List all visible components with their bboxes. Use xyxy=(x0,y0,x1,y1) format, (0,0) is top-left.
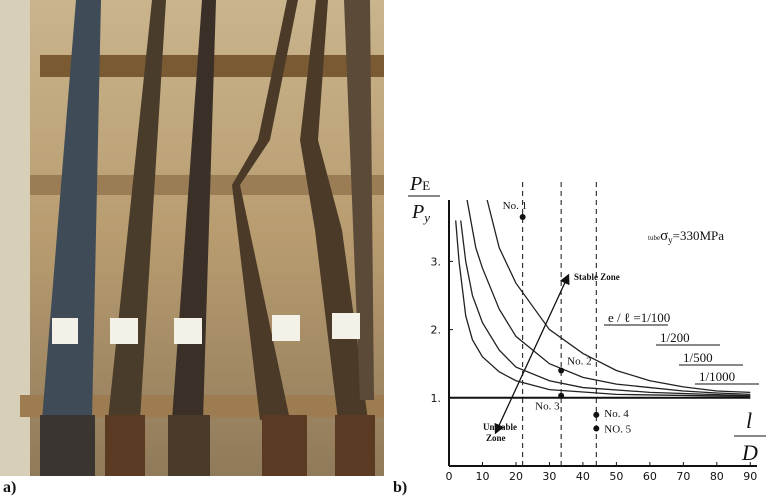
photo xyxy=(0,0,384,476)
point-label: No. 1 xyxy=(503,200,527,212)
base-plate xyxy=(105,415,145,476)
curve xyxy=(486,199,751,393)
panel-label: b) xyxy=(393,479,407,496)
material-label: tubeσy=330MPa xyxy=(648,228,724,245)
y-label-symbol: P xyxy=(411,201,424,223)
curve-label: 1/1000 xyxy=(699,369,735,384)
x-tick-label: 40 xyxy=(576,470,590,483)
zone-arrow xyxy=(494,273,570,435)
point-label: No. 4 xyxy=(604,408,629,420)
material-prefix: tube xyxy=(648,234,660,242)
test-point xyxy=(593,411,600,418)
column xyxy=(232,0,298,420)
x-tick-label: 90 xyxy=(743,470,757,483)
base-plate xyxy=(262,415,307,476)
column xyxy=(172,0,216,420)
material-rest: =330MPa xyxy=(673,228,725,243)
stable-zone: Stable Zone xyxy=(574,272,620,282)
base-plate xyxy=(335,415,375,476)
curve-label: e / ℓ =1/100 xyxy=(608,310,670,325)
y-label-denominator: Py xyxy=(411,201,430,225)
label-card xyxy=(272,315,300,341)
y-label-numerator: PE xyxy=(409,173,430,195)
material-sub: y xyxy=(668,235,673,245)
point-label: No. 3 xyxy=(535,401,560,413)
x-tick-label: 60 xyxy=(643,470,657,483)
test-point xyxy=(519,214,526,221)
x-tick-label: 10 xyxy=(475,470,489,483)
x-label-numerator: l xyxy=(746,408,752,433)
label-card xyxy=(174,318,202,344)
curve-label: 1/500 xyxy=(683,350,713,365)
y-tick-label: 3. xyxy=(431,255,442,268)
curve xyxy=(455,220,751,398)
label-card xyxy=(332,313,360,339)
test-point xyxy=(558,392,565,399)
label-card xyxy=(52,318,78,344)
base-plate xyxy=(168,415,210,476)
x-tick-label: 0 xyxy=(446,470,453,483)
column xyxy=(344,0,374,400)
curve-label: 1/200 xyxy=(660,330,690,345)
column xyxy=(42,0,101,420)
y-label-sub: E xyxy=(422,178,430,193)
y-label-symbol: P xyxy=(409,173,422,195)
unstable-zone: Zone xyxy=(486,433,506,443)
y-label-sub: y xyxy=(422,210,430,225)
x-label-denominator: D xyxy=(741,440,758,465)
point-label: No. 2 xyxy=(567,356,591,368)
y-tick-label: 1. xyxy=(431,392,442,405)
test-point xyxy=(593,425,600,432)
unstable-zone: Unstable xyxy=(483,422,517,432)
label-card xyxy=(110,318,138,344)
test-point xyxy=(558,367,565,374)
x-tick-label: 20 xyxy=(509,470,523,483)
column xyxy=(108,0,166,420)
x-tick-label: 30 xyxy=(542,470,556,483)
panel-label: a) xyxy=(3,479,16,496)
x-tick-label: 80 xyxy=(710,470,724,483)
x-tick-label: 70 xyxy=(676,470,690,483)
material-symbol: σ xyxy=(660,228,668,244)
x-tick-label: 50 xyxy=(609,470,623,483)
y-tick-label: 2. xyxy=(431,324,442,337)
point-label: NO. 5 xyxy=(604,423,631,435)
base-plate xyxy=(40,415,95,476)
